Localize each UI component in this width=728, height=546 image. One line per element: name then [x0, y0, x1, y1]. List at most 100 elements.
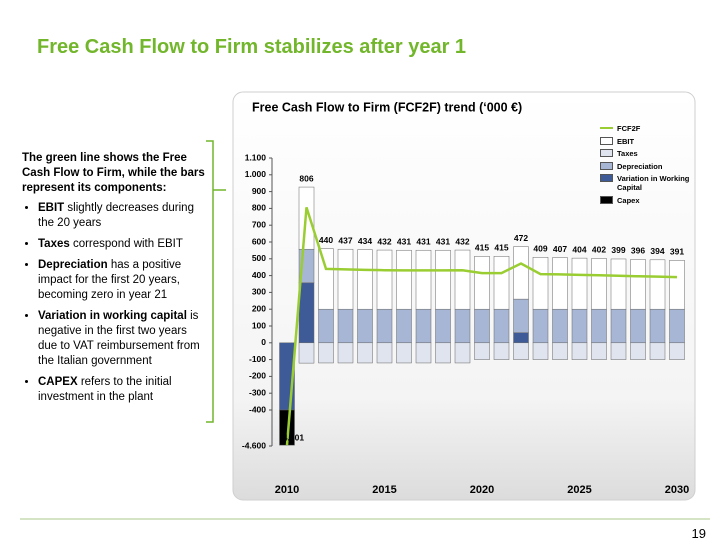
bar-segment — [415, 342, 432, 364]
bar-segment — [649, 342, 666, 360]
legend: FCF2F EBIT Taxes Depreciation Variation in W… — [600, 124, 690, 208]
sidebar-intro: The green line shows the Free Cash Flow … — [22, 152, 205, 194]
bar-segment — [396, 342, 412, 364]
bullet: Variation in working capital is negative… — [38, 309, 208, 369]
y-tick-label: 300 — [252, 287, 266, 297]
legend-item: FCF2F — [600, 124, 690, 133]
y-tick-label: 1.100 — [245, 152, 267, 162]
bullet-text: refers to the initial investment in the … — [38, 376, 172, 403]
bar-segment — [513, 332, 529, 344]
bar-segment — [610, 258, 627, 310]
bullet: Depreciation has a positive impact for t… — [38, 258, 208, 303]
bar-segment — [357, 308, 373, 344]
data-label: 472 — [514, 233, 528, 243]
bar-segment — [552, 257, 568, 310]
bar-segment — [435, 308, 451, 344]
data-label: 432 — [377, 236, 391, 246]
bar-segment — [669, 260, 685, 310]
y-tick-label: -100 — [249, 354, 266, 364]
y-tick-label: 0 — [261, 337, 266, 347]
bar-segment — [376, 249, 393, 310]
bar-segment — [357, 249, 373, 310]
data-label: 402 — [592, 245, 606, 255]
bar-segment — [474, 308, 490, 344]
bullet: Taxes correspond with EBIT — [38, 237, 208, 252]
bar-segment — [610, 342, 627, 360]
legend-item: Capex — [600, 195, 690, 205]
bullet-list: EBIT slightly decreases during the 20 ye… — [22, 201, 208, 405]
y-tick-label: 900 — [252, 186, 266, 196]
data-label: 391 — [670, 247, 684, 257]
data-label: 396 — [631, 246, 645, 256]
legend-item: EBIT — [600, 136, 690, 146]
legend-swatch — [600, 127, 613, 129]
legend-swatch — [600, 195, 613, 204]
x-tick-label: 2020 — [470, 484, 494, 496]
data-label: 434 — [358, 236, 372, 246]
y-tick-label: 800 — [252, 203, 266, 213]
bar-segment — [474, 342, 490, 360]
y-tick-label: 200 — [252, 303, 266, 313]
bar-segment — [552, 308, 568, 344]
bullet-text: has a positive impact for the first 20 y… — [38, 259, 182, 301]
bullet-text: is negative in the first two years due t… — [38, 310, 200, 367]
bar-segment — [532, 257, 549, 310]
y-tick-label: 100 — [252, 320, 266, 330]
data-label: 431 — [436, 236, 450, 246]
legend-item: Depreciation — [600, 161, 690, 171]
data-label: 806 — [299, 173, 313, 183]
bar-segment — [337, 248, 354, 310]
bullet-term: EBIT — [38, 202, 65, 214]
bar-segment — [532, 308, 549, 344]
bar-segment — [318, 248, 334, 310]
bar-segment — [337, 308, 354, 344]
data-label: 409 — [533, 244, 547, 254]
bullet: CAPEX refers to the initial investment i… — [38, 375, 208, 405]
legend-swatch — [600, 149, 613, 157]
bar-segment — [532, 342, 549, 360]
bar-segment — [376, 308, 393, 344]
bullet-text: slightly decreases during the 20 years — [38, 202, 194, 229]
y-tick-label: -400 — [249, 404, 266, 414]
bar-segment — [454, 308, 471, 344]
y-tick-label: 1.000 — [245, 169, 267, 179]
y-tick-label: -300 — [249, 387, 266, 397]
bar-segment — [396, 308, 412, 344]
bar-segment — [474, 256, 490, 310]
y-tick-label: -4.600 — [242, 440, 266, 450]
y-tick-label: 500 — [252, 253, 266, 263]
bar-segment — [298, 282, 315, 344]
data-label: 440 — [319, 235, 333, 245]
data-label: 415 — [475, 243, 489, 253]
data-label: 415 — [494, 243, 508, 253]
sidebar: The green line shows the Free Cash Flow … — [22, 151, 208, 411]
legend-label: EBIT — [617, 136, 635, 146]
bar-segment — [376, 342, 393, 364]
legend-item: Taxes — [600, 149, 690, 158]
bar-segment — [513, 342, 529, 360]
x-tick-label: 2015 — [372, 484, 396, 496]
legend-label: Variation in Working Capital — [617, 174, 690, 192]
bar-segment — [454, 342, 471, 364]
bar-segment — [591, 308, 607, 344]
legend-swatch — [600, 136, 613, 145]
bar-segment — [571, 308, 588, 344]
data-label: 432 — [455, 236, 469, 246]
bar-segment — [571, 342, 588, 360]
bar-segment — [318, 308, 334, 344]
data-label: 431 — [397, 236, 411, 246]
x-tick-label: 2030 — [665, 484, 689, 496]
bar-segment — [396, 249, 412, 310]
legend-label: Taxes — [617, 149, 638, 158]
bar-segment — [513, 246, 529, 300]
y-tick-label: 600 — [252, 236, 266, 246]
bar-segment — [630, 308, 646, 344]
bullet-text: correspond with EBIT — [69, 238, 183, 250]
bar-segment — [493, 256, 510, 310]
bar-segment — [669, 342, 685, 360]
legend-swatch — [600, 161, 613, 170]
bar-segment — [415, 308, 432, 344]
bar-segment — [552, 342, 568, 360]
bar-segment — [630, 259, 646, 310]
